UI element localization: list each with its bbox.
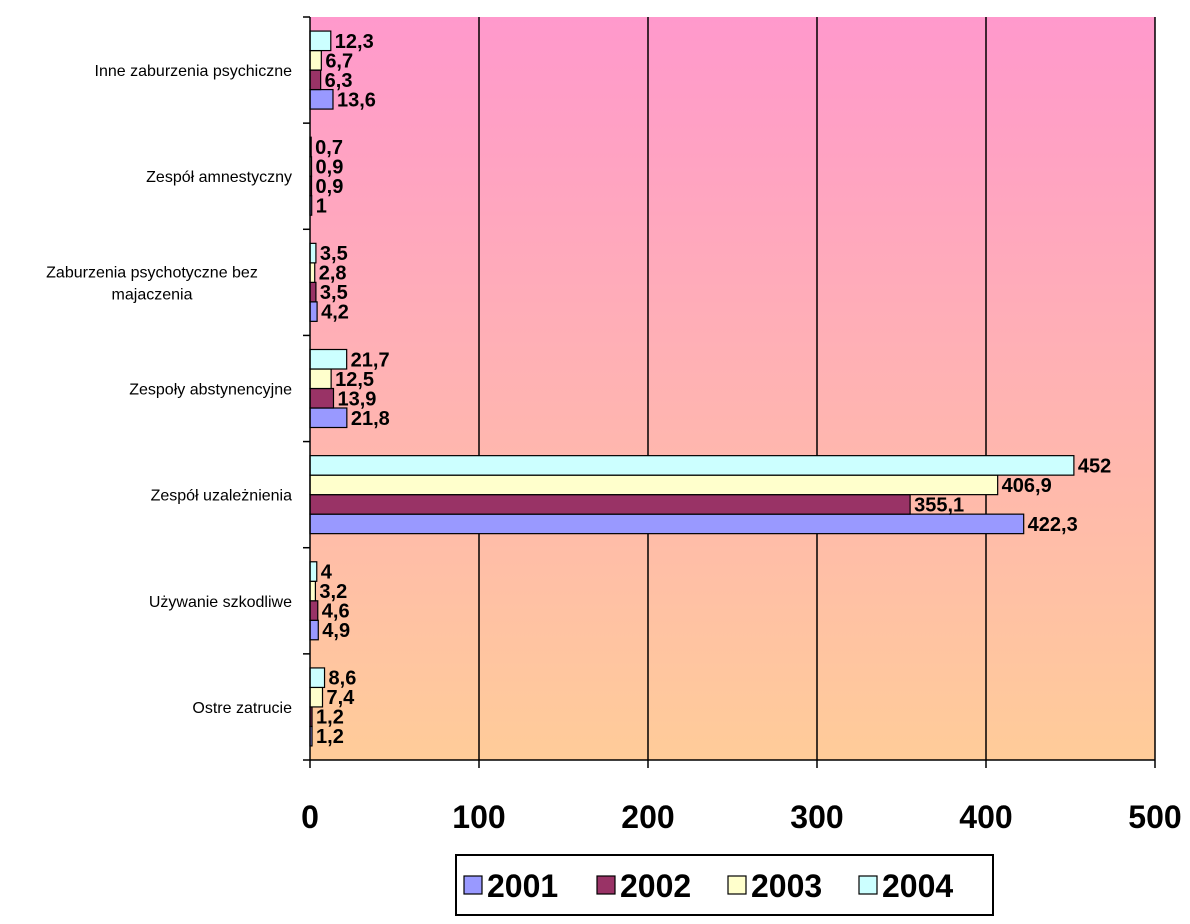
data-label-2003-3: 12,5 — [335, 369, 374, 391]
category-label-0: Inne zaburzenia psychiczne — [95, 63, 293, 80]
legend-label-2003: 2003 — [751, 868, 822, 904]
bar-2003-5 — [309, 580, 317, 602]
data-label-2001-5: 4,9 — [322, 620, 350, 642]
x-tick-label-5: 500 — [1128, 799, 1181, 835]
x-tick-label-1: 100 — [452, 799, 505, 835]
data-label-2002-4: 355,1 — [914, 494, 964, 516]
bar-2003-4 — [309, 474, 999, 496]
bars — [309, 30, 1075, 747]
data-label-2004-6: 8,6 — [329, 668, 357, 690]
x-tick-label-2: 200 — [621, 799, 674, 835]
legend-label-2004: 2004 — [882, 868, 953, 904]
legend-swatch-2004 — [858, 875, 878, 895]
bar-2004-0 — [309, 30, 332, 52]
bar-2002-2 — [309, 281, 317, 303]
bar-2003-0 — [309, 49, 322, 71]
bar-2002-0 — [309, 69, 322, 91]
bar-2004-4 — [309, 455, 1075, 476]
x-tick-label-0: 0 — [301, 799, 319, 835]
bar-2001-4 — [309, 513, 1025, 535]
legend-label-2001: 2001 — [487, 868, 558, 904]
bar-2001-3 — [309, 407, 348, 429]
data-label-2002-3: 13,9 — [337, 388, 376, 410]
data-label-2003-1: 0,9 — [316, 156, 344, 178]
x-tick-label-4: 400 — [959, 799, 1012, 835]
category-label-4: Zespół uzależnienia — [151, 488, 293, 505]
category-label-6: Ostre zatrucie — [192, 700, 292, 717]
data-label-2001-3: 21,8 — [351, 408, 390, 430]
data-label-2001-6: 1,2 — [316, 726, 344, 748]
bar-2003-3 — [309, 368, 332, 390]
data-label-2003-2: 2,8 — [319, 263, 347, 285]
legend-swatch-2002 — [596, 875, 616, 895]
legend-label-2002: 2002 — [620, 868, 691, 904]
legend-box — [455, 854, 994, 916]
data-label-2002-5: 4,6 — [322, 601, 350, 623]
plot-area — [310, 17, 1155, 760]
bar-2002-3 — [309, 387, 335, 409]
gridlines — [478, 17, 1156, 760]
bar-2001-0 — [309, 88, 334, 110]
bar-2004-5 — [309, 561, 318, 582]
bar-2004-6 — [309, 667, 326, 689]
bar-2004-2 — [309, 242, 317, 264]
bar-2001-5 — [309, 619, 319, 641]
data-label-2001-2: 4,2 — [321, 302, 349, 324]
data-label-2003-0: 6,7 — [325, 50, 353, 72]
data-label-2002-2: 3,5 — [320, 282, 348, 304]
legend-swatch-2001 — [463, 875, 483, 895]
data-label-2004-2: 3,5 — [320, 243, 348, 265]
category-label-1: Zespół amnestyczny — [146, 169, 292, 186]
bar-2002-4 — [309, 494, 911, 515]
data-label-2002-1: 0,9 — [316, 176, 344, 198]
data-label-2002-0: 6,3 — [325, 70, 353, 92]
data-label-2001-0: 13,6 — [337, 89, 376, 111]
data-label-2004-4: 452 — [1078, 455, 1111, 477]
data-label-2002-6: 1,2 — [316, 707, 344, 729]
bar-2003-6 — [309, 686, 324, 708]
category-label-5: Używanie szkodliwe — [149, 594, 292, 611]
category-label-3: Zespoły abstynencyjne — [129, 382, 292, 399]
data-label-2003-5: 3,2 — [319, 581, 347, 603]
axes: Inne zaburzenia psychiczne Zespół amnesty… — [46, 16, 1182, 835]
data-label-2004-3: 21,7 — [351, 349, 390, 371]
data-label-2004-5: 4 — [321, 562, 333, 584]
legend-swatch-2003 — [727, 875, 747, 895]
category-label-2: Zaburzenia psychotyczne bez majaczenia — [46, 264, 258, 303]
legend: 2001 2002 2003 2004 — [455, 854, 994, 916]
data-label-2003-4: 406,9 — [1002, 475, 1052, 497]
data-label-2001-1: 1 — [316, 195, 327, 217]
bar-2004-3 — [309, 348, 348, 370]
bar-2002-5 — [309, 600, 319, 621]
bar-2001-2 — [309, 301, 318, 322]
data-label-2003-6: 7,4 — [327, 687, 356, 709]
data-labels: 13,66,36,712,310,90,90,74,23,52,83,521,8… — [315, 31, 1111, 748]
data-label-2001-4: 422,3 — [1028, 514, 1078, 536]
x-tick-label-3: 300 — [790, 799, 843, 835]
data-label-2004-0: 12,3 — [335, 31, 374, 53]
data-label-2004-1: 0,7 — [315, 137, 343, 159]
